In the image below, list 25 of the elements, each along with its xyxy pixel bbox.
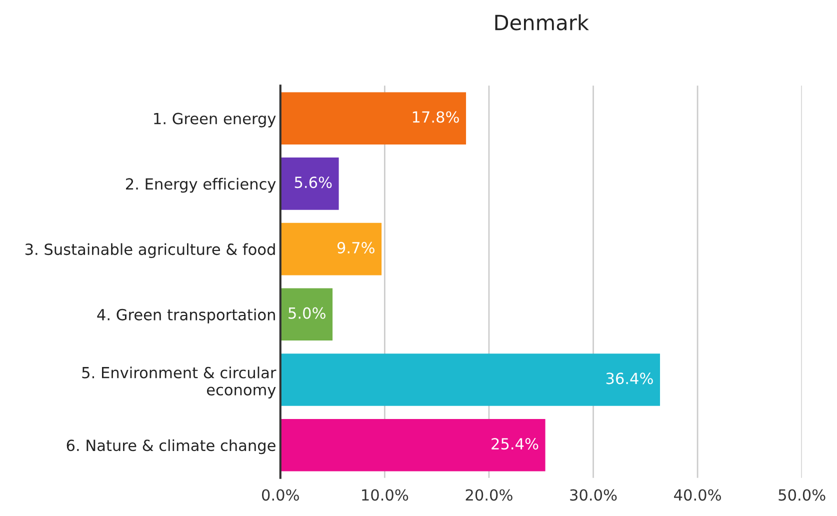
bar bbox=[280, 418, 546, 472]
y-tick-label: 4. Green transportation bbox=[97, 308, 275, 324]
y-tick-label: 3. Sustainable agriculture & food bbox=[25, 243, 275, 258]
data-label: 9.7% bbox=[337, 242, 374, 254]
y-tick-label: 2. Energy efficiency bbox=[126, 178, 276, 193]
y-tick-label: 1. Green energy bbox=[154, 112, 276, 128]
x-tick-label: 10.0% bbox=[362, 489, 408, 501]
data-label: 36.4% bbox=[606, 372, 653, 384]
bar bbox=[280, 158, 339, 210]
y-tick-label: 6. Nature & climate change bbox=[66, 439, 276, 454]
data-label: 25.4% bbox=[492, 438, 538, 450]
y-tick-label: 5. Environment & circular economy bbox=[82, 366, 276, 398]
x-tick-label: 20.0% bbox=[466, 489, 512, 501]
x-tick-label: 50.0% bbox=[778, 489, 826, 501]
chart-title: Denmark bbox=[495, 14, 589, 30]
bar bbox=[280, 354, 660, 406]
x-tick-label: 0.0% bbox=[262, 489, 299, 501]
x-tick-label: 40.0% bbox=[674, 489, 721, 501]
bar bbox=[280, 92, 466, 144]
data-label: 5.0% bbox=[288, 307, 326, 319]
data-label: 5.6% bbox=[294, 176, 332, 188]
bar bbox=[280, 222, 382, 276]
data-label: 17.8% bbox=[412, 111, 459, 123]
bar bbox=[280, 288, 333, 341]
x-tick-label: 30.0% bbox=[570, 489, 617, 501]
